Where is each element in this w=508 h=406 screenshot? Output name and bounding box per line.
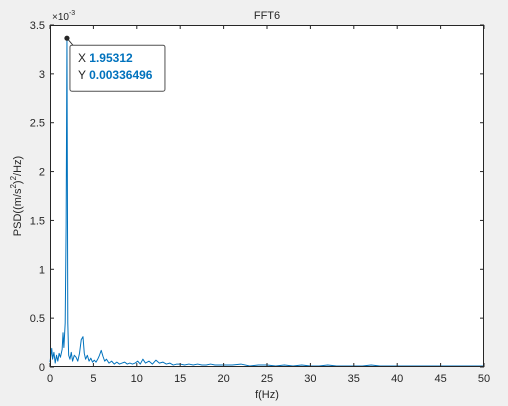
- datatip-y-line: Y 0.00336496: [78, 68, 153, 82]
- y-axis-label: PSD((m/s2)2/Hz): [9, 156, 24, 236]
- x-tick-label: 15: [174, 373, 186, 385]
- y-tick-label: 1: [39, 264, 45, 276]
- datatip-x-line: X 1.95312: [78, 51, 133, 65]
- x-tick-label: 0: [47, 373, 53, 385]
- y-tick-label: 2: [39, 167, 45, 179]
- series-layer: [49, 37, 484, 367]
- x-axis-ticks: 0 5 10 15 20 25 30 35 40 45 50: [47, 25, 490, 385]
- y-tick-label: 3: [39, 69, 45, 81]
- datatip-box[interactable]: [69, 44, 166, 92]
- chart-title: FFT6: [254, 10, 280, 22]
- datatip-y-value: 0.00336496: [89, 68, 153, 82]
- datatip-x-value: 1.95312: [89, 51, 133, 65]
- y-axis-label-suffix: /Hz): [12, 156, 24, 176]
- series-line-0[interactable]: [49, 37, 484, 367]
- y-tick-label: 1.5: [30, 215, 45, 227]
- x-tick-label: 40: [391, 373, 403, 385]
- y-axis-label-group: PSD((m/s2)2/Hz): [9, 156, 24, 236]
- x-axis-label: f(Hz): [255, 389, 279, 401]
- y-axis-label-prefix: PSD((m/s: [12, 188, 24, 236]
- y-axis-label-sup1: 2: [9, 184, 18, 189]
- datatip[interactable]: X 1.95312 Y 0.00336496: [64, 35, 166, 92]
- x-tick-label: 5: [90, 373, 96, 385]
- y-exponent-value: -3: [69, 10, 75, 17]
- y-exponent-prefix: ×10: [52, 12, 69, 23]
- x-tick-label: 25: [261, 373, 273, 385]
- datatip-x-label: X: [78, 51, 86, 65]
- y-axis-ticks: 0 0.5 1 1.5 2 2.5 3 3.5: [30, 20, 484, 374]
- x-tick-label: 50: [478, 373, 490, 385]
- y-axis-label-sup2: 2: [9, 175, 18, 180]
- y-tick-label: 0.5: [30, 313, 45, 325]
- y-exponent-label: ×10-3: [52, 10, 75, 23]
- y-tick-label: 2.5: [30, 118, 45, 130]
- y-tick-label: 3.5: [30, 20, 45, 32]
- y-axis-label-mid: ): [12, 180, 24, 184]
- x-tick-label: 20: [217, 373, 229, 385]
- datatip-marker[interactable]: [64, 35, 70, 41]
- datatip-y-label: Y: [78, 68, 86, 82]
- x-tick-label: 45: [434, 373, 446, 385]
- x-tick-label: 10: [131, 373, 143, 385]
- y-tick-label: 0: [39, 362, 45, 374]
- x-tick-label: 35: [348, 373, 360, 385]
- x-tick-label: 30: [304, 373, 316, 385]
